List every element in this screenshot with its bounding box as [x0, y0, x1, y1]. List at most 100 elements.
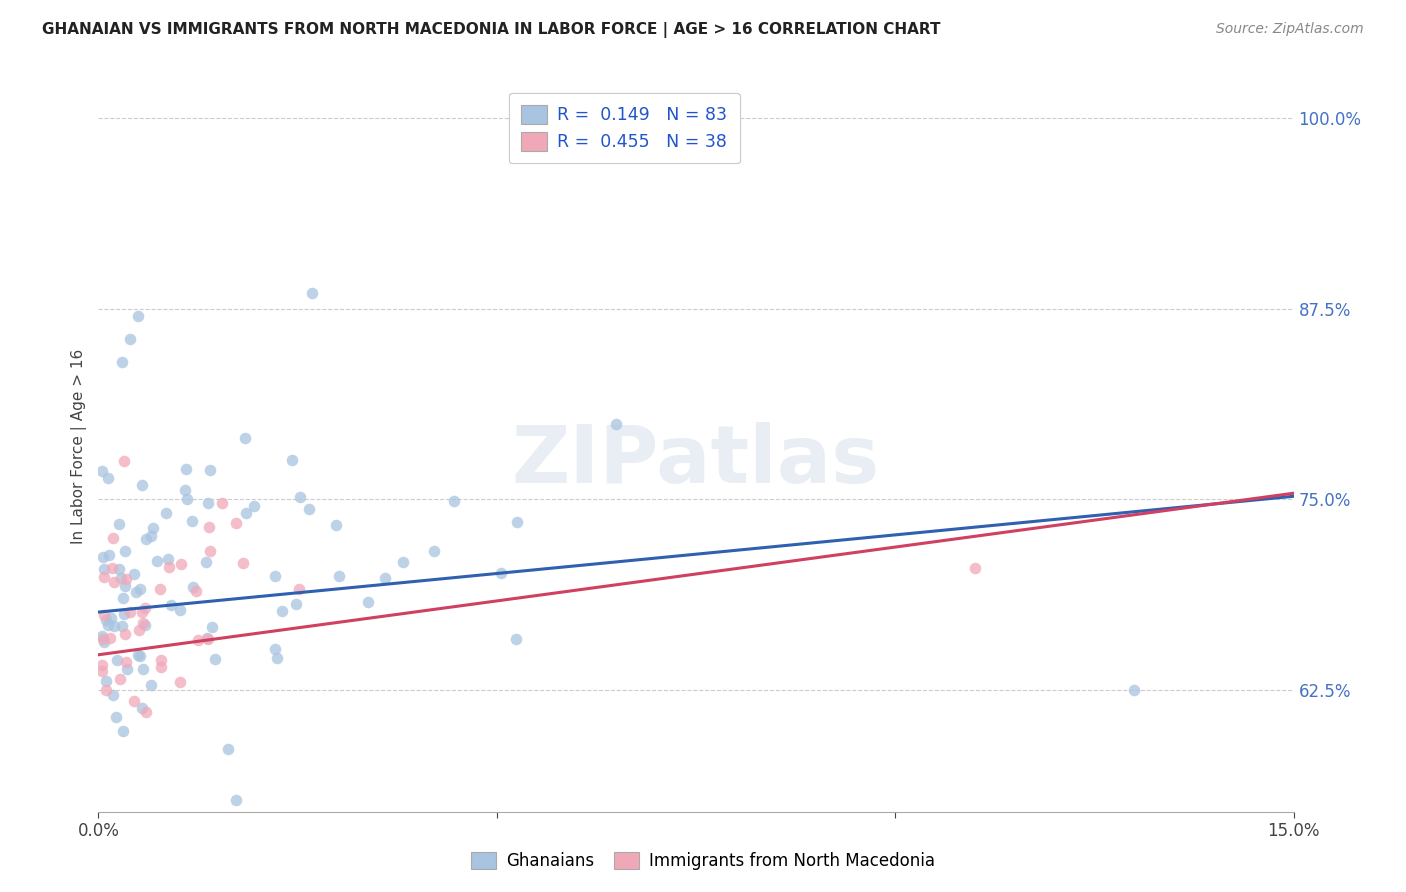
Point	[105, 710, 128, 724]
Point	[157, 560, 180, 574]
Point	[176, 492, 198, 507]
Point	[150, 653, 173, 667]
Point	[169, 674, 191, 689]
Point	[491, 566, 513, 580]
Point	[114, 544, 136, 558]
Point	[100, 561, 122, 575]
Point	[97, 617, 120, 632]
Point	[198, 544, 221, 558]
Point	[120, 332, 142, 346]
Point	[127, 648, 149, 663]
Point	[150, 659, 173, 673]
Point	[134, 600, 156, 615]
Point	[132, 615, 155, 630]
Point	[118, 605, 141, 619]
Point	[100, 611, 122, 625]
Point	[194, 556, 217, 570]
Point	[422, 543, 444, 558]
Point	[298, 502, 321, 516]
Point	[111, 724, 134, 739]
Point	[356, 595, 378, 609]
Point	[107, 561, 129, 575]
Point	[101, 532, 124, 546]
Text: ZIPatlas: ZIPatlas	[512, 422, 880, 500]
Point	[110, 571, 132, 585]
Point	[111, 355, 134, 369]
Point	[96, 613, 118, 627]
Point	[243, 499, 266, 513]
Point	[134, 618, 156, 632]
Point	[281, 452, 304, 467]
Point	[111, 591, 134, 605]
Point	[225, 793, 247, 807]
Point	[114, 607, 136, 621]
Point	[156, 552, 179, 566]
Point	[197, 632, 219, 647]
Point	[141, 529, 163, 543]
Point	[290, 490, 312, 504]
Point	[232, 557, 254, 571]
Point	[91, 632, 114, 646]
Point	[211, 496, 233, 510]
Legend: Ghanaians, Immigrants from North Macedonia: Ghanaians, Immigrants from North Macedon…	[464, 845, 942, 877]
Point	[125, 585, 148, 599]
Y-axis label: In Labor Force | Age > 16: In Labor Force | Age > 16	[72, 349, 87, 543]
Point	[135, 705, 157, 719]
Point	[233, 431, 256, 445]
Point	[328, 568, 350, 582]
Point	[141, 678, 163, 692]
Point	[181, 514, 204, 528]
Point	[131, 605, 153, 619]
Point	[198, 520, 221, 534]
Point	[114, 579, 136, 593]
Point	[93, 635, 115, 649]
Point	[94, 683, 117, 698]
Point	[114, 626, 136, 640]
Point	[225, 516, 247, 530]
Point	[301, 285, 323, 300]
Point	[97, 471, 120, 485]
Point	[111, 619, 134, 633]
Point	[325, 518, 347, 533]
Point	[605, 417, 627, 431]
Point	[963, 561, 986, 575]
Point	[135, 532, 157, 546]
Point	[91, 629, 114, 643]
Point	[110, 672, 132, 686]
Point	[197, 496, 219, 510]
Point	[115, 661, 138, 675]
Text: GHANAIAN VS IMMIGRANTS FROM NORTH MACEDONIA IN LABOR FORCE | AGE > 16 CORRELATIO: GHANAIAN VS IMMIGRANTS FROM NORTH MACEDO…	[42, 22, 941, 38]
Point	[505, 632, 527, 646]
Point	[200, 462, 222, 476]
Point	[91, 550, 114, 565]
Point	[1123, 682, 1146, 697]
Point	[184, 584, 207, 599]
Point	[103, 575, 125, 590]
Point	[107, 516, 129, 531]
Point	[170, 557, 193, 571]
Point	[124, 693, 146, 707]
Point	[93, 562, 115, 576]
Point	[105, 653, 128, 667]
Point	[115, 655, 138, 669]
Point	[264, 642, 287, 657]
Point	[122, 566, 145, 581]
Point	[200, 620, 222, 634]
Point	[169, 603, 191, 617]
Point	[263, 568, 285, 582]
Point	[128, 649, 150, 664]
Point	[374, 571, 396, 585]
Point	[131, 701, 153, 715]
Point	[127, 310, 149, 324]
Point	[98, 548, 121, 562]
Point	[142, 521, 165, 535]
Point	[115, 572, 138, 586]
Point	[195, 631, 218, 645]
Point	[271, 604, 294, 618]
Point	[443, 494, 465, 508]
Point	[112, 454, 135, 468]
Point	[91, 464, 114, 478]
Legend: R =  0.149   N = 83, R =  0.455   N = 38: R = 0.149 N = 83, R = 0.455 N = 38	[509, 93, 740, 163]
Point	[146, 554, 169, 568]
Point	[506, 515, 529, 529]
